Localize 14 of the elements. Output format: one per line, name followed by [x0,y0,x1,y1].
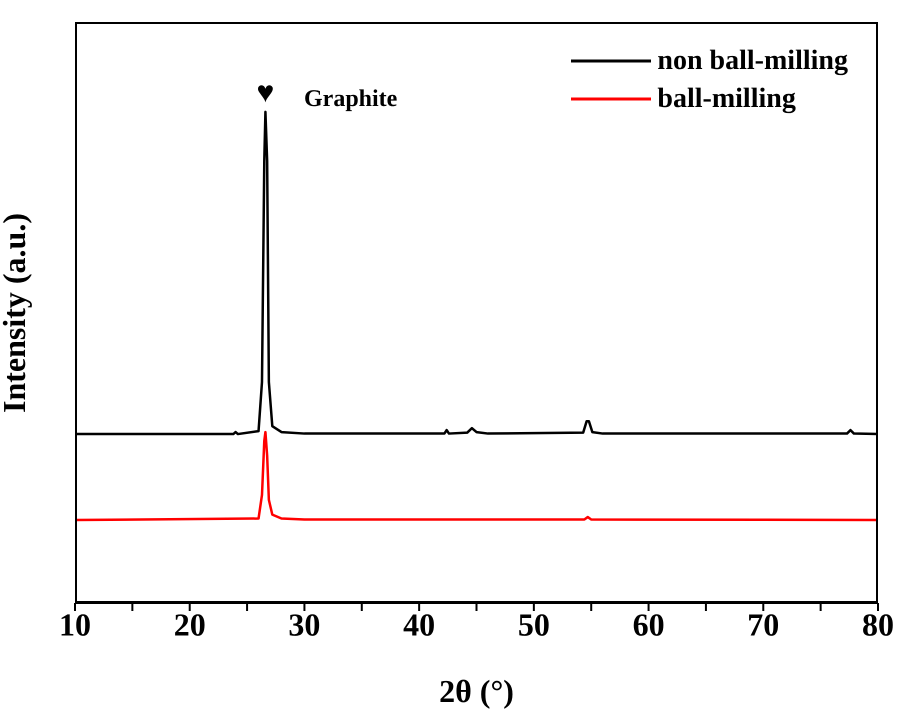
annotation: Graphite [304,86,398,113]
x-tick-label: 60 [632,606,665,643]
x-tick-label: 30 [288,606,320,643]
x-tick-label: 70 [747,606,780,643]
x-tick-label: 20 [174,606,206,643]
annotation: ♥ [256,76,274,109]
y-axis-title: Intensity (a.u.) [0,212,33,412]
legend-label: ball-milling [657,82,796,116]
x-axis-title: 2θ (°) [439,673,514,709]
x-tick-label: 10 [59,606,91,643]
legend-label: non ball-milling [657,44,848,78]
x-tick-label: 80 [862,606,894,643]
x-tick-label: 50 [518,606,550,643]
x-tick-label: 40 [403,606,436,643]
